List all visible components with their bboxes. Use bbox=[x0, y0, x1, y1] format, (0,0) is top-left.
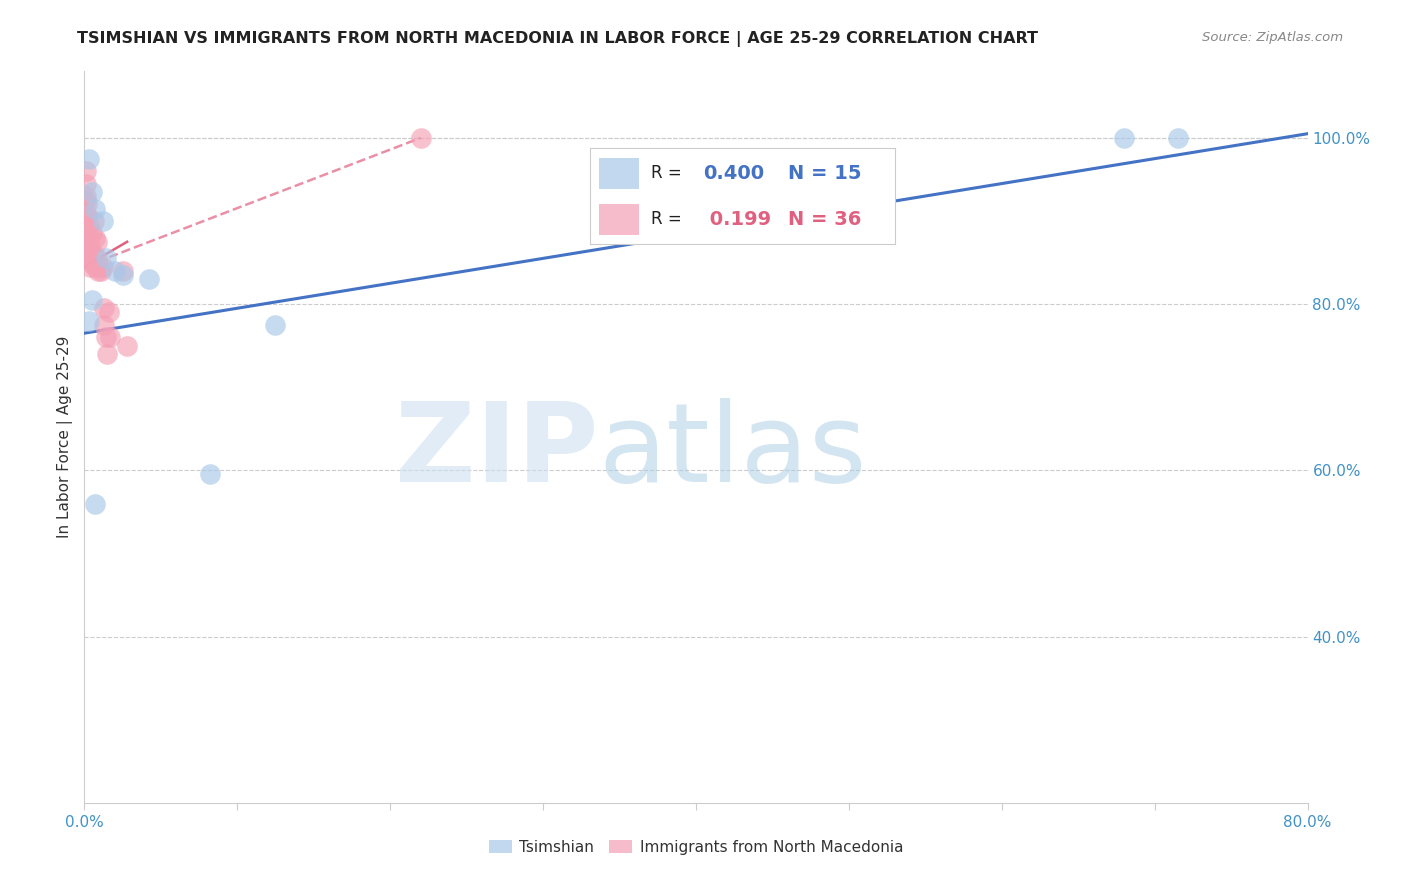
Point bbox=[75, 189, 97, 203]
Point bbox=[90, 264, 112, 278]
Point bbox=[104, 264, 127, 278]
Point bbox=[84, 202, 107, 216]
Point bbox=[80, 185, 103, 199]
Point bbox=[91, 260, 114, 274]
Text: R =: R = bbox=[651, 164, 682, 182]
Point bbox=[84, 230, 107, 244]
Text: 0.400: 0.400 bbox=[703, 164, 763, 183]
Point bbox=[79, 243, 101, 257]
Point bbox=[84, 497, 107, 511]
Point bbox=[75, 239, 97, 253]
Point bbox=[91, 214, 114, 228]
Point bbox=[138, 272, 160, 286]
Point bbox=[76, 230, 98, 244]
Y-axis label: In Labor Force | Age 25-29: In Labor Force | Age 25-29 bbox=[58, 336, 73, 538]
Point bbox=[1114, 131, 1136, 145]
Point bbox=[77, 218, 100, 232]
FancyBboxPatch shape bbox=[599, 204, 638, 235]
Point bbox=[75, 205, 97, 219]
Point bbox=[97, 305, 120, 319]
Point bbox=[75, 222, 97, 236]
Text: R =: R = bbox=[651, 211, 682, 228]
Point bbox=[76, 197, 98, 211]
Text: N = 36: N = 36 bbox=[789, 210, 862, 229]
Text: atlas: atlas bbox=[598, 398, 866, 505]
Text: ZIP: ZIP bbox=[395, 398, 598, 505]
Point bbox=[77, 235, 100, 249]
Point bbox=[76, 210, 98, 224]
Point bbox=[75, 252, 97, 266]
Point bbox=[264, 318, 287, 332]
Point bbox=[75, 164, 97, 178]
Point bbox=[75, 177, 97, 191]
Point bbox=[93, 301, 115, 316]
Point bbox=[98, 330, 121, 344]
Point bbox=[87, 264, 110, 278]
Point bbox=[83, 214, 105, 228]
Legend: Tsimshian, Immigrants from North Macedonia: Tsimshian, Immigrants from North Macedon… bbox=[482, 834, 910, 861]
Point bbox=[80, 227, 103, 241]
Point bbox=[77, 152, 100, 166]
Point bbox=[83, 247, 105, 261]
Point bbox=[75, 193, 97, 207]
Point bbox=[111, 268, 134, 282]
Text: Source: ZipAtlas.com: Source: ZipAtlas.com bbox=[1202, 31, 1343, 45]
Point bbox=[93, 318, 115, 332]
Point bbox=[84, 260, 107, 274]
Point bbox=[86, 252, 108, 266]
Text: TSIMSHIAN VS IMMIGRANTS FROM NORTH MACEDONIA IN LABOR FORCE | AGE 25-29 CORRELAT: TSIMSHIAN VS IMMIGRANTS FROM NORTH MACED… bbox=[77, 31, 1038, 47]
Text: N = 15: N = 15 bbox=[789, 164, 862, 183]
Point bbox=[1167, 131, 1189, 145]
Point bbox=[409, 131, 432, 145]
Point bbox=[80, 255, 103, 269]
Point bbox=[89, 260, 111, 274]
Text: 0.199: 0.199 bbox=[703, 210, 770, 229]
Point bbox=[80, 293, 103, 307]
Point bbox=[198, 467, 221, 482]
Point bbox=[96, 347, 118, 361]
Point bbox=[94, 330, 117, 344]
Point bbox=[111, 264, 134, 278]
FancyBboxPatch shape bbox=[599, 158, 638, 188]
Point bbox=[77, 314, 100, 328]
Point bbox=[79, 260, 101, 274]
Point bbox=[94, 252, 117, 266]
Point bbox=[115, 339, 138, 353]
Point bbox=[86, 235, 108, 249]
